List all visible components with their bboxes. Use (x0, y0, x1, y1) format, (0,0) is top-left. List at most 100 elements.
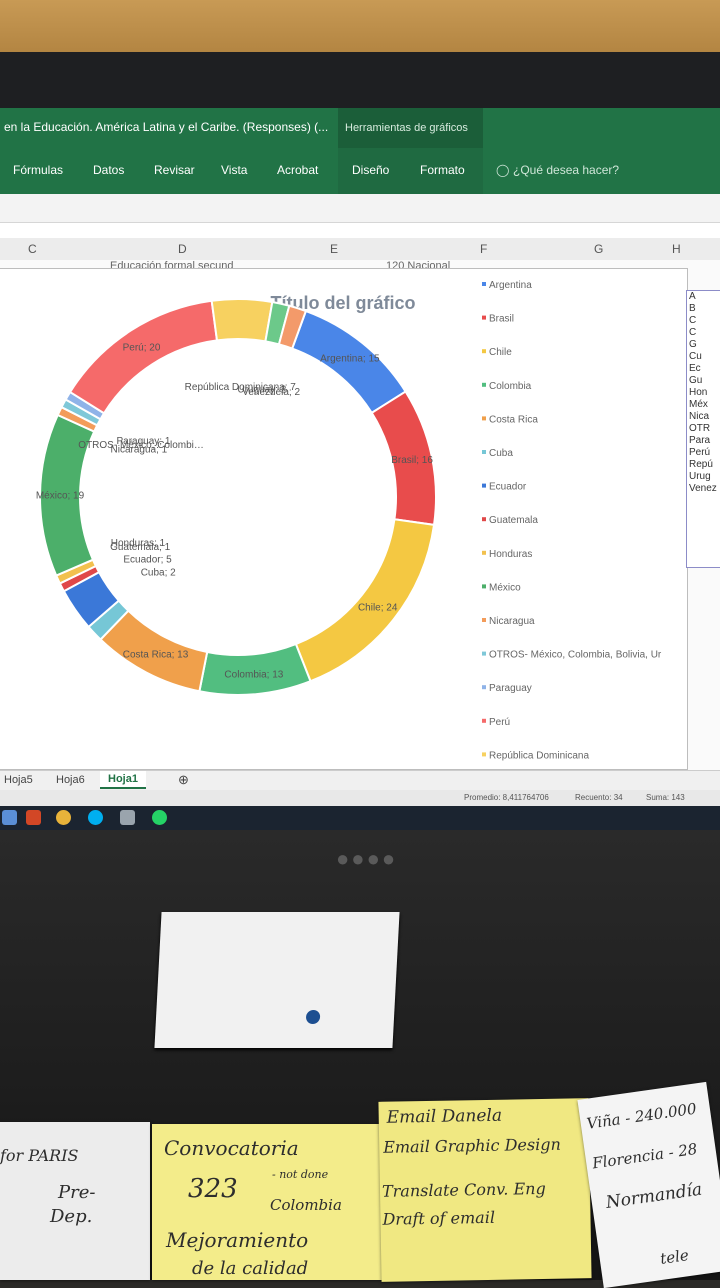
legend-swatch[interactable] (482, 618, 486, 622)
legend-swatch[interactable] (482, 416, 486, 421)
column-header-f[interactable]: F (480, 242, 488, 256)
legend-entry[interactable]: Perú (489, 717, 510, 728)
chart-tools-context-tab[interactable]: Herramientas de gráficos (338, 108, 483, 148)
data-label[interactable]: Brasil; 16 (391, 455, 433, 466)
powerpoint-icon[interactable] (26, 810, 41, 825)
skype-icon[interactable] (88, 810, 103, 825)
right-panel-item[interactable]: Repú (689, 459, 713, 470)
sheet-tab-hoja6[interactable]: Hoja6 (56, 774, 85, 786)
data-label[interactable]: México; 19 (36, 490, 85, 501)
right-panel-item[interactable]: Hon (689, 387, 708, 398)
tab-diseno[interactable]: Diseño (352, 163, 390, 177)
data-label[interactable]: Colombia; 13 (224, 669, 283, 680)
right-panel-item[interactable]: Urug (689, 471, 711, 482)
right-panel-item[interactable]: C (689, 315, 697, 326)
legend-swatch[interactable] (482, 517, 486, 522)
right-panel-item[interactable]: B (689, 303, 696, 314)
right-panel-item[interactable]: Perú (689, 447, 711, 458)
legend-swatch[interactable] (482, 382, 486, 387)
sheet-tab-hoja5[interactable]: Hoja5 (4, 774, 33, 786)
tab-formulas[interactable]: Fórmulas (13, 163, 64, 177)
column-header-h[interactable]: H (672, 242, 681, 256)
data-label[interactable]: Uruguay; 2 (237, 385, 286, 396)
tab-acrobat[interactable]: Acrobat (277, 163, 319, 177)
sheet-tab-hoja1[interactable]: Hoja1 (100, 771, 146, 789)
data-label[interactable]: Paraguay; 1 (116, 436, 170, 447)
sticky-note-emails: Email Danela Email Graphic Design Transl… (378, 1098, 592, 1282)
legend-swatch[interactable] (482, 651, 486, 656)
doughnut-chart[interactable]: Título del gráfico Argentina; 15 Brasil; 1… (0, 269, 687, 795)
legend-swatch[interactable] (482, 685, 486, 690)
right-panel-item[interactable]: Gu (689, 375, 703, 386)
legend-entry[interactable]: Nicaragua (489, 616, 535, 627)
doughnut-slice[interactable] (210, 298, 274, 343)
column-header-e[interactable]: E (330, 242, 339, 256)
data-label[interactable]: Guatemala; 1 (110, 542, 170, 553)
legend-swatch[interactable] (482, 752, 486, 757)
data-label[interactable]: Ecuador; 5 (123, 555, 172, 566)
legend-swatch[interactable] (482, 282, 486, 286)
column-header-c[interactable]: C (28, 242, 37, 256)
data-label[interactable]: Costa Rica; 13 (123, 650, 189, 661)
legend-swatch[interactable] (482, 483, 486, 488)
legend-entry[interactable]: Cuba (489, 448, 513, 459)
formula-bar[interactable] (0, 194, 720, 223)
data-label[interactable]: OTROS- México, Colombi… (78, 440, 204, 451)
legend-swatch[interactable] (482, 550, 486, 555)
legend-entry[interactable]: Chile (489, 347, 512, 358)
chart-area[interactable]: Título del gráfico Argentina; 15 Brasil; 1… (0, 268, 688, 795)
data-label[interactable]: Argentina; 15 (320, 354, 380, 365)
chart-title[interactable]: Título del gráfico (270, 293, 415, 313)
legend-entry[interactable]: Brasil (489, 314, 514, 325)
tab-vista[interactable]: Vista (221, 163, 248, 177)
data-label[interactable]: Perú; 20 (123, 342, 161, 353)
legend-entry[interactable]: México (489, 582, 521, 593)
whatsapp-icon[interactable] (152, 810, 167, 825)
legend-entry[interactable]: Colombia (489, 381, 532, 392)
legend-swatch[interactable] (482, 349, 486, 354)
legend-entry[interactable]: Costa Rica (489, 414, 538, 425)
right-panel-item[interactable]: Nica (689, 411, 710, 422)
doughnut-slice[interactable] (294, 518, 436, 683)
right-panel-item[interactable]: G (689, 339, 697, 350)
right-panel-item[interactable]: Venez (689, 483, 717, 494)
chrome-icon[interactable] (56, 810, 71, 825)
legend-entry[interactable]: Honduras (489, 549, 532, 560)
legend-entry[interactable]: República Dominicana (489, 750, 589, 761)
data-label[interactable]: Venezuela; 2 (242, 387, 300, 398)
legend-swatch[interactable] (482, 450, 486, 454)
right-data-panel[interactable]: A B C C G Cu Ec Gu Hon Méx Nica OTR Para Perú Repú Urug… (686, 290, 720, 568)
legend-swatch[interactable] (482, 315, 486, 320)
legend-entry[interactable]: Ecuador (489, 482, 527, 493)
right-panel-item[interactable]: Para (689, 435, 711, 446)
right-panel-item[interactable]: A (689, 291, 696, 302)
legend-entry[interactable]: OTROS- México, Colombia, Bolivia, Ur (489, 650, 662, 661)
right-panel-item[interactable]: C (689, 327, 697, 338)
add-sheet-icon[interactable]: ⊕ (178, 772, 189, 787)
sticky-note-left: Pre- Dep. for PARIS (0, 1122, 150, 1280)
tab-datos[interactable]: Datos (93, 163, 125, 177)
data-label[interactable]: Nicaragua; 1 (111, 444, 168, 455)
legend-swatch[interactable] (482, 584, 486, 589)
column-header-d[interactable]: D (178, 242, 187, 256)
right-panel-item[interactable]: Cu (689, 351, 702, 362)
right-panel-item[interactable]: Méx (689, 399, 708, 410)
legend-entry[interactable]: Argentina (489, 280, 532, 291)
tell-me-search[interactable]: ¿Qué desea hacer? (513, 163, 620, 177)
data-label[interactable]: Honduras; 1 (111, 538, 166, 549)
data-label[interactable]: Chile; 24 (358, 602, 398, 613)
start-icon[interactable] (2, 810, 17, 825)
tab-revisar[interactable]: Revisar (154, 163, 195, 177)
app-icon[interactable] (120, 810, 135, 825)
data-label[interactable]: República Dominicana; 7 (185, 382, 297, 393)
tab-formato[interactable]: Formato (420, 163, 465, 177)
right-panel-item[interactable]: OTR (689, 423, 711, 434)
column-header-g[interactable]: G (594, 242, 604, 256)
legend-entry[interactable]: Paraguay (489, 683, 532, 694)
doughnut-slice[interactable] (68, 299, 219, 415)
data-label[interactable]: Cuba; 2 (141, 568, 176, 579)
doughnut-slice[interactable] (277, 304, 308, 350)
legend-swatch[interactable] (482, 718, 486, 723)
legend-entry[interactable]: Guatemala (489, 515, 538, 526)
right-panel-item[interactable]: Ec (689, 363, 701, 374)
